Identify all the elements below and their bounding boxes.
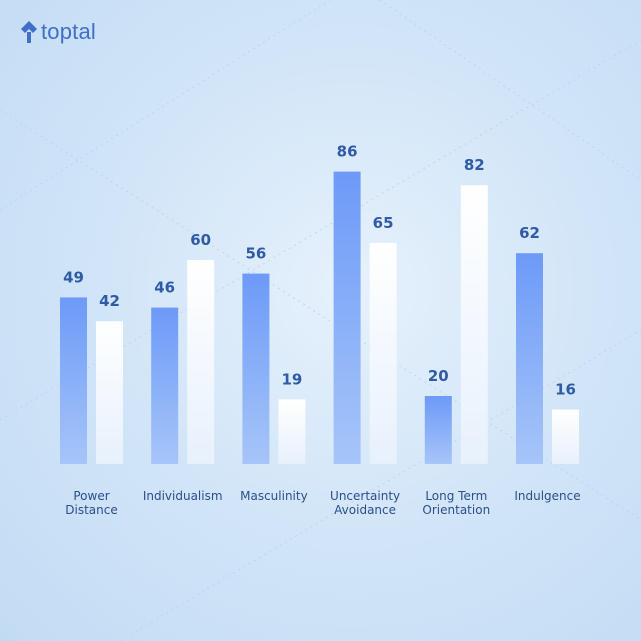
value-label-series-2-item-2: 60 [190,231,211,249]
value-label-series-1-item-4: 86 [337,143,358,161]
bar-series-2-item-1 [96,321,123,464]
category-label-line: Uncertainty [330,489,400,503]
category-label-line: Long Term [425,489,487,503]
bar-series-2-item-4 [369,243,397,464]
brand-name: toptal [41,19,97,44]
value-label-series-2-item-4: 65 [373,214,394,232]
bar-series-1-item-3 [242,273,270,464]
category-label-4: Uncertainty Avoidance [330,489,400,517]
bar-series-2-item-5 [460,185,488,464]
category-label-line: Individualism [143,489,223,503]
value-label-series-1-item-1: 49 [63,268,84,286]
bar-series-1-item-1 [60,297,87,464]
category-label-line: Orientation [422,503,490,517]
toptal-logo-icon [21,21,37,43]
category-label-2: Individualism [143,489,223,503]
bar-series-1-item-6 [516,253,543,464]
bars-group [60,171,579,464]
value-labels-group: 49 42 46 60 56 19 86 65 20 82 62 16 [63,143,576,399]
value-label-series-2-item-6: 16 [555,381,576,399]
category-label-line: Distance [65,503,117,517]
value-label-series-1-item-3: 56 [245,245,266,263]
category-label-line: Power [73,489,109,503]
category-label-line: Indulgence [514,489,580,503]
bar-series-1-item-2 [151,307,179,464]
category-label-5: Long Term Orientation [422,489,490,517]
bar-series-1-item-4 [333,171,361,464]
toptal-logo[interactable]: toptal [20,18,96,46]
bar-series-2-item-3 [278,399,306,464]
value-label-series-2-item-3: 19 [281,370,302,388]
category-label-3: Masculinity [240,489,308,503]
bar-series-2-item-6 [552,409,579,464]
value-label-series-2-item-5: 82 [464,156,485,174]
bar-series-2-item-2 [187,260,215,464]
value-label-series-1-item-2: 46 [154,279,175,297]
value-label-series-1-item-6: 62 [519,224,540,242]
category-labels-group: Power Distance Individualism Masculinity Unc… [65,489,580,517]
value-label-series-1-item-5: 20 [428,367,449,385]
category-label-line: Masculinity [240,489,308,503]
category-label-1: Power Distance [65,489,117,517]
value-label-series-2-item-1: 42 [99,292,120,310]
bar-series-1-item-5 [424,396,452,464]
category-label-6: Indulgence [514,489,580,503]
category-label-line: Avoidance [334,503,396,517]
